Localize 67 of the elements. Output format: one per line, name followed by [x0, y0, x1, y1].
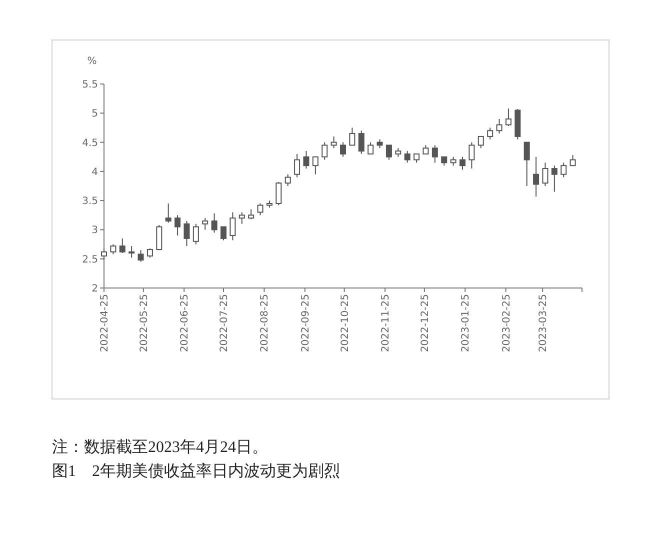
candlestick [460, 156, 466, 170]
x-tick-label: 2022-04-25 [100, 294, 110, 352]
candlestick [238, 212, 245, 224]
candlestick [386, 144, 392, 160]
candlestick [551, 165, 558, 192]
candlestick [101, 248, 107, 261]
candlestick [487, 127, 494, 140]
candlestick [174, 214, 181, 236]
candlestick [368, 142, 374, 154]
candlestick [560, 162, 567, 178]
candlestick [211, 212, 218, 234]
y-tick-label: 3.5 [82, 196, 98, 208]
x-tick-label: 2022-07-25 [219, 294, 230, 352]
text: 注：数据截至2023年4月24日。 [52, 438, 268, 456]
candlestick [358, 130, 364, 154]
candlestick [165, 202, 172, 224]
candlestick [257, 202, 264, 216]
candlestick [184, 220, 190, 247]
text: 图1 2年期美债收益率日内波动更为剧烈 [52, 462, 340, 480]
x-tick-label: 2022-11-25 [380, 294, 392, 352]
candlestick [202, 218, 208, 230]
candlestick [220, 226, 226, 241]
candlestick [533, 156, 540, 197]
candlestick [303, 150, 310, 170]
y-tick-label: 5 [92, 108, 98, 120]
x-tick-label: 2022-10-25 [340, 294, 351, 352]
y-tick-label: 3 [92, 225, 98, 236]
candlestick [276, 181, 282, 206]
y-tick-label: 2.5 [82, 254, 98, 266]
x-tick-label: 2022-08-25 [260, 294, 271, 352]
candlestick [192, 223, 199, 245]
candlestick [349, 127, 356, 146]
y-tick-label: 4 [92, 166, 98, 178]
x-tick-label: 2022-05-25 [138, 294, 150, 352]
x-tick-label: 2023-02-25 [501, 294, 512, 352]
candlestick [284, 174, 291, 186]
candlestick [128, 246, 135, 258]
candlestick [496, 118, 502, 134]
candlestick [294, 153, 300, 178]
candlestick [248, 208, 254, 220]
y-tick-label: 2 [92, 284, 98, 294]
candlestick [340, 142, 346, 158]
y-tick-label: 4.5 [82, 138, 98, 149]
candlestick [110, 244, 116, 255]
candlestick [432, 144, 438, 164]
candlestick [322, 142, 328, 160]
candlestick [312, 156, 318, 175]
candlestick [404, 150, 410, 164]
x-tick-label: 2022-06-25 [180, 294, 191, 352]
candlestick [505, 108, 512, 126]
candlestick [330, 136, 337, 149]
x-tick-label: 2022-12-25 [420, 294, 431, 352]
candlestick [570, 154, 576, 166]
candlestick [478, 136, 484, 149]
candlestick [468, 142, 475, 170]
candlestick [146, 248, 153, 258]
x-tick-label: 2023-01-25 [460, 294, 472, 352]
y-tick-label: 5.5 [82, 80, 98, 90]
candlestick [230, 212, 236, 241]
x-tick-label: 2022-09-25 [300, 294, 312, 352]
candlestick [524, 142, 530, 186]
candlestick [156, 224, 162, 251]
x-tick-label: 2023-03-25 [538, 294, 550, 352]
y-axis-title: % [87, 56, 97, 67]
candlestick [119, 238, 126, 254]
candlestick [542, 162, 548, 186]
candlestick [138, 250, 144, 262]
